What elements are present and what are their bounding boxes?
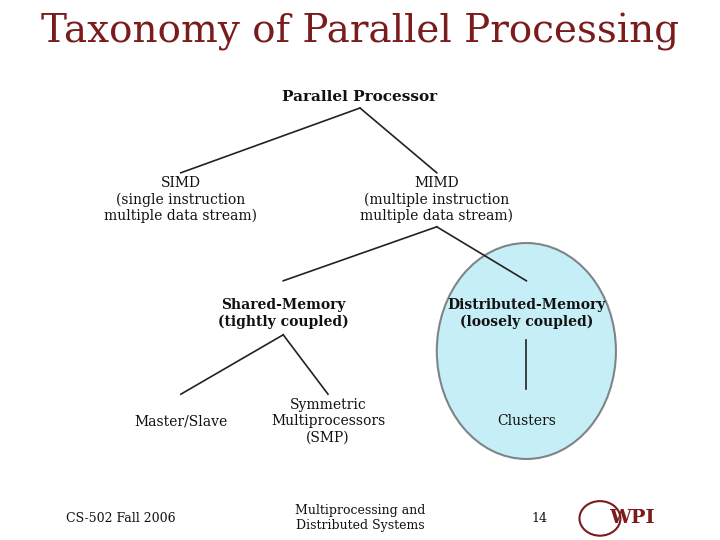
Circle shape [580,501,621,536]
Text: Symmetric
Multiprocessors
(SMP): Symmetric Multiprocessors (SMP) [271,398,385,444]
Ellipse shape [437,243,616,459]
Text: WPI: WPI [609,509,654,528]
Text: Shared-Memory
(tightly coupled): Shared-Memory (tightly coupled) [218,298,348,328]
Text: Multiprocessing and
Distributed Systems: Multiprocessing and Distributed Systems [294,504,426,532]
Text: Taxonomy of Parallel Processing: Taxonomy of Parallel Processing [41,14,679,51]
Text: MIMD
(multiple instruction
multiple data stream): MIMD (multiple instruction multiple data… [360,176,513,224]
Text: Parallel Processor: Parallel Processor [282,90,438,104]
Text: Distributed-Memory
(loosely coupled): Distributed-Memory (loosely coupled) [447,298,606,328]
Text: 14: 14 [531,512,547,525]
Text: Clusters: Clusters [497,414,556,428]
Text: SIMD
(single instruction
multiple data stream): SIMD (single instruction multiple data s… [104,176,257,224]
Text: CS-502 Fall 2006: CS-502 Fall 2006 [66,512,175,525]
Text: Master/Slave: Master/Slave [134,414,228,428]
